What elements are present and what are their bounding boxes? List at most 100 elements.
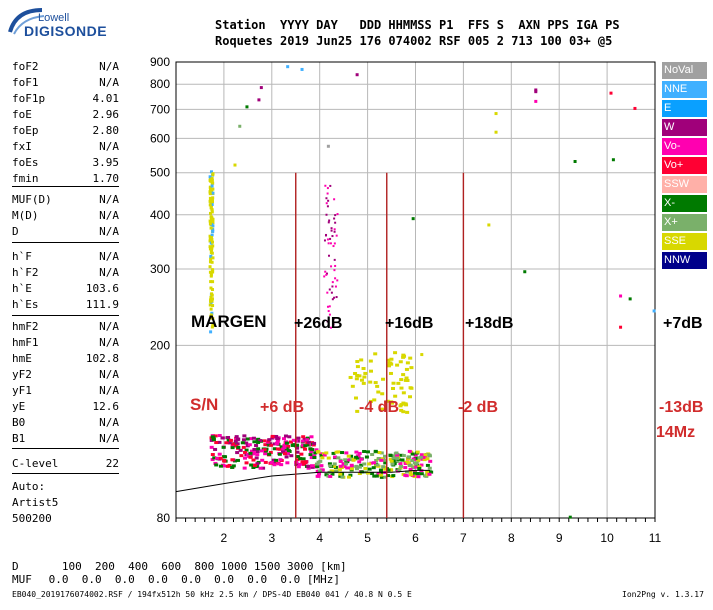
echo-point xyxy=(327,199,330,202)
echo-point xyxy=(336,279,339,282)
x-tick-label: 10 xyxy=(600,531,614,545)
echo-point xyxy=(208,203,212,207)
legend-sse: SSE xyxy=(662,233,707,250)
echo-point xyxy=(236,437,241,441)
echo-point xyxy=(208,192,212,196)
footer-distance-label: D xyxy=(12,560,19,573)
echo-point xyxy=(372,474,377,478)
echo-point xyxy=(255,453,260,457)
echo-point xyxy=(209,206,213,210)
echo-point xyxy=(378,473,383,477)
echo-point xyxy=(389,362,394,366)
echo-point xyxy=(211,256,215,260)
echo-point xyxy=(259,449,264,453)
param-name: hmF2 xyxy=(12,320,39,333)
echo-point xyxy=(409,473,414,477)
echo-point xyxy=(383,461,388,465)
echo-point xyxy=(373,381,378,385)
echo-point xyxy=(285,461,290,465)
echo-point xyxy=(378,468,383,472)
echo-point xyxy=(375,463,380,467)
echo-point xyxy=(249,463,254,467)
echo-point xyxy=(334,285,337,288)
echo-point xyxy=(295,458,300,462)
echo-point xyxy=(379,457,384,461)
echo-point xyxy=(353,396,358,400)
echo-point xyxy=(208,303,212,307)
echo-point xyxy=(210,184,214,188)
echo-point xyxy=(282,443,287,447)
echo-point xyxy=(211,280,215,284)
echo-point xyxy=(226,436,231,440)
echo-point xyxy=(363,466,368,470)
param-separator xyxy=(12,473,119,474)
echo-point xyxy=(315,465,320,469)
echo-point xyxy=(214,463,219,467)
echo-point xyxy=(368,359,373,363)
param-row-foe: foE 2.96 xyxy=(12,108,119,123)
echo-point xyxy=(255,462,260,466)
echo-point xyxy=(534,90,538,94)
echo-point xyxy=(362,462,367,466)
echo-point xyxy=(227,441,232,445)
echo-point xyxy=(230,465,235,469)
digisonde-logo-swoosh-icon xyxy=(8,8,45,35)
echo-point xyxy=(343,458,348,462)
echo-point xyxy=(262,448,267,452)
echo-point xyxy=(408,386,413,390)
echo-point xyxy=(395,363,400,367)
echo-point xyxy=(355,365,360,369)
echo-point xyxy=(333,258,336,261)
echo-point xyxy=(410,459,415,463)
param-name: C-level xyxy=(12,457,59,470)
param-row-hmf2: hmF2 N/A xyxy=(12,320,119,335)
param-name: D xyxy=(12,225,19,238)
echo-point xyxy=(263,460,268,464)
echo-point xyxy=(368,380,373,384)
echo-point xyxy=(211,244,215,248)
echo-point xyxy=(328,474,333,478)
echo-point xyxy=(327,242,330,245)
echo-point xyxy=(372,398,377,402)
echo-point xyxy=(233,163,237,167)
param-row-b0: B0 N/A xyxy=(12,416,119,431)
echo-point xyxy=(652,309,656,313)
echo-point xyxy=(385,399,390,403)
param-value: 103.6 xyxy=(85,282,119,295)
param-value: N/A xyxy=(99,225,119,238)
echo-point xyxy=(404,367,409,371)
echo-point xyxy=(341,462,346,466)
legend-x: X+ xyxy=(662,214,707,231)
echo-point xyxy=(523,270,527,274)
echo-point xyxy=(413,453,418,457)
footer-version: Ion2Png v. 1.3.17 xyxy=(622,590,704,599)
param-row-fxi: fxI N/A xyxy=(12,140,119,155)
echo-point xyxy=(375,384,380,388)
echo-point xyxy=(338,472,343,476)
echo-point xyxy=(244,448,249,452)
echo-point xyxy=(429,470,434,474)
echo-point xyxy=(301,435,306,439)
echo-point xyxy=(326,187,329,190)
echo-point xyxy=(212,456,217,460)
x-tick-label: 11 xyxy=(649,531,662,545)
echo-point xyxy=(487,223,491,227)
param-row-hes: h`Es 111.9 xyxy=(12,298,119,313)
echo-point xyxy=(277,452,282,456)
echo-point xyxy=(401,410,406,414)
logo-digisonde-text: DIGISONDE xyxy=(24,23,108,39)
echo-point xyxy=(305,436,310,440)
x-tick-label: 9 xyxy=(556,531,563,545)
echo-point xyxy=(248,437,253,441)
echo-point xyxy=(210,208,214,212)
param-row-yf2: yF2 N/A xyxy=(12,368,119,383)
echo-point xyxy=(305,438,310,442)
echo-point xyxy=(373,449,378,453)
echo-point xyxy=(376,457,381,461)
echo-point xyxy=(261,466,266,470)
echo-point xyxy=(251,458,256,462)
param-name: foF1 xyxy=(12,76,39,89)
echo-point xyxy=(357,451,362,455)
echo-point xyxy=(398,466,403,470)
echo-point xyxy=(416,459,421,463)
